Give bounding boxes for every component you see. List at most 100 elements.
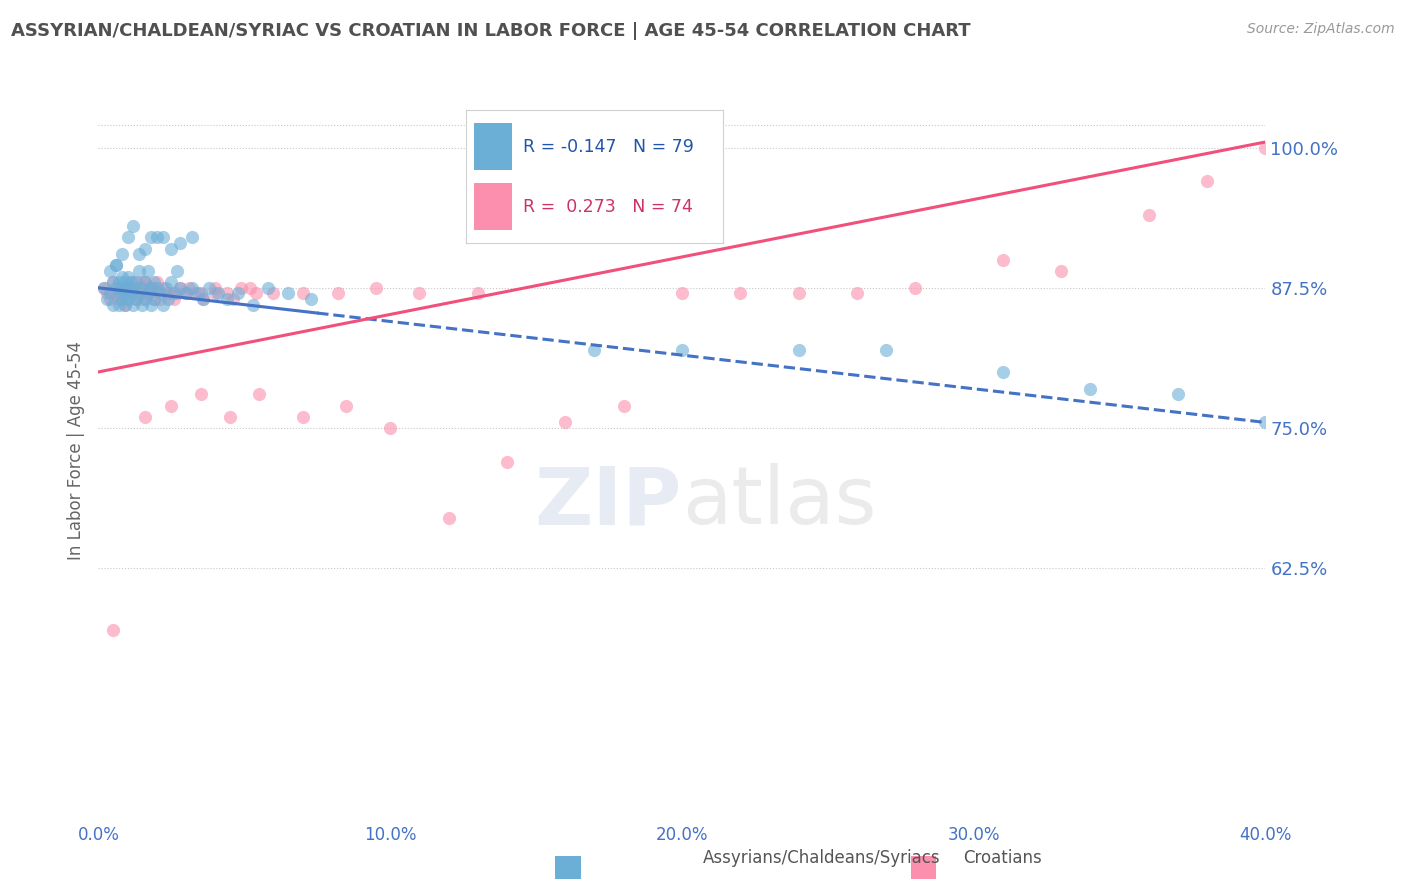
Point <box>114 275 136 289</box>
Point <box>101 275 124 289</box>
Text: ASSYRIAN/CHALDEAN/SYRIAC VS CROATIAN IN LABOR FORCE | AGE 45-54 CORRELATION CHAR: ASSYRIAN/CHALDEAN/SYRIAC VS CROATIAN IN … <box>11 22 972 40</box>
Point <box>242 298 264 312</box>
Point <box>108 275 131 289</box>
Point <box>169 235 191 250</box>
Point <box>187 286 209 301</box>
Point <box>671 286 693 301</box>
Point <box>221 292 243 306</box>
Point <box>160 399 183 413</box>
Point <box>554 416 576 430</box>
Point <box>193 292 215 306</box>
Point <box>1167 387 1189 401</box>
Point <box>136 286 159 301</box>
Point <box>134 242 156 256</box>
Point <box>612 399 634 413</box>
Point <box>467 286 489 301</box>
Point <box>169 281 191 295</box>
Point <box>169 281 191 295</box>
Point <box>142 292 165 306</box>
Point <box>98 286 121 301</box>
Point <box>163 286 186 301</box>
Point <box>101 298 124 312</box>
Point <box>215 292 238 306</box>
Point <box>125 286 148 301</box>
Point <box>104 259 127 273</box>
Point <box>1254 140 1277 154</box>
Point <box>904 281 927 295</box>
Point <box>846 286 869 301</box>
Point <box>364 281 387 295</box>
Point <box>120 275 142 289</box>
Point <box>139 281 162 295</box>
Text: Croatians: Croatians <box>963 849 1042 867</box>
Point <box>157 286 180 301</box>
Point <box>128 286 150 301</box>
Point <box>160 275 183 289</box>
Point <box>149 286 172 301</box>
Point <box>136 286 159 301</box>
Point <box>114 298 136 312</box>
Point <box>207 286 229 301</box>
Point <box>174 286 197 301</box>
Point <box>131 298 153 312</box>
Point <box>117 269 139 284</box>
Point <box>146 230 169 244</box>
Point <box>131 292 153 306</box>
Point <box>335 399 357 413</box>
Point <box>152 230 174 244</box>
Point <box>136 264 159 278</box>
Point <box>163 292 186 306</box>
Point <box>131 281 153 295</box>
Point <box>256 281 278 295</box>
Point <box>134 409 156 424</box>
Point <box>104 259 127 273</box>
Y-axis label: In Labor Force | Age 45-54: In Labor Force | Age 45-54 <box>66 341 84 560</box>
Point <box>146 275 169 289</box>
Point <box>114 298 136 312</box>
Point <box>139 298 162 312</box>
Point <box>134 275 156 289</box>
Point <box>146 281 169 295</box>
Point <box>108 286 131 301</box>
Point <box>125 275 148 289</box>
Point <box>671 343 693 357</box>
Point <box>583 343 606 357</box>
Point <box>152 281 174 295</box>
Point <box>1050 264 1073 278</box>
Text: ZIP: ZIP <box>534 463 682 541</box>
Point <box>247 387 270 401</box>
Point <box>166 286 188 301</box>
Point <box>104 286 127 301</box>
Point <box>496 455 519 469</box>
Point <box>120 286 142 301</box>
Point <box>180 230 202 244</box>
Point <box>157 286 180 301</box>
Point <box>875 343 897 357</box>
Point <box>125 292 148 306</box>
Point <box>291 286 314 301</box>
Point <box>204 286 226 301</box>
Point <box>108 298 131 312</box>
Point <box>101 275 124 289</box>
Point <box>117 230 139 244</box>
Point <box>730 286 752 301</box>
Point <box>1137 208 1160 222</box>
Point <box>190 286 212 301</box>
Point <box>437 510 460 524</box>
Point <box>101 623 124 637</box>
Point <box>93 281 115 295</box>
Point <box>228 286 250 301</box>
Point <box>177 281 200 295</box>
Point <box>120 286 142 301</box>
Point <box>111 281 134 295</box>
Text: Assyrians/Chaldeans/Syriacs: Assyrians/Chaldeans/Syriacs <box>703 849 941 867</box>
Point <box>128 281 150 295</box>
Point <box>198 281 221 295</box>
Point <box>155 281 177 295</box>
Point <box>96 292 118 306</box>
Text: atlas: atlas <box>682 463 876 541</box>
Point <box>239 281 262 295</box>
Point <box>131 275 153 289</box>
Point <box>128 264 150 278</box>
Point <box>117 281 139 295</box>
